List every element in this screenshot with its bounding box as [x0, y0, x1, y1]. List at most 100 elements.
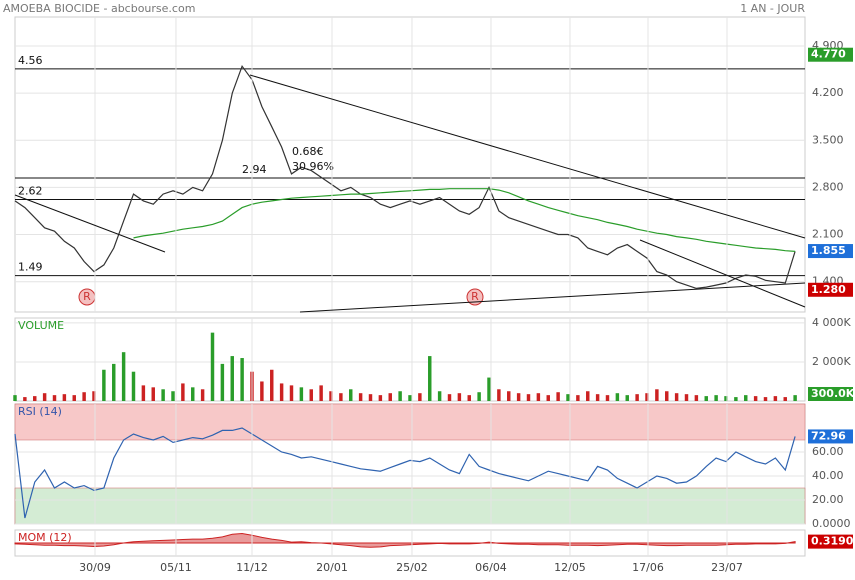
- volume-bar: [556, 392, 560, 401]
- trend-line: [249, 74, 806, 239]
- zone: [14, 403, 806, 441]
- zone: [14, 487, 806, 525]
- volume-bar: [576, 395, 580, 401]
- trend-line: [14, 194, 166, 253]
- volume-bar: [151, 387, 155, 401]
- price-tag: [808, 244, 853, 259]
- y-tick-label: 2.100: [812, 228, 844, 241]
- volume-bar: [477, 392, 481, 401]
- volume-bar: [82, 392, 86, 401]
- x-tick-label: 20/01: [316, 561, 348, 574]
- x-tick-label: 17/06: [632, 561, 664, 574]
- price-tag-label: 72.96: [811, 429, 846, 442]
- volume-bar: [773, 396, 778, 401]
- x-tick-label: 23/07: [711, 561, 743, 574]
- volume-bar: [13, 395, 17, 401]
- volume-bar: [72, 395, 76, 401]
- volume-bar: [694, 395, 699, 401]
- volume-bar: [625, 395, 629, 401]
- volume-bar: [378, 395, 383, 401]
- panel-title: MOM (12): [18, 531, 72, 544]
- volume-bar: [388, 393, 392, 401]
- volume-bar: [358, 393, 363, 401]
- volume-bar: [753, 396, 758, 401]
- volume-bar: [240, 358, 244, 401]
- volume-bar: [684, 394, 689, 401]
- volume-bar: [744, 395, 748, 401]
- panel-title: RSI (14): [18, 405, 62, 418]
- volume-bar: [319, 385, 323, 401]
- volume-bar: [220, 363, 225, 401]
- price-tag: [808, 534, 853, 549]
- volume-bar: [408, 395, 412, 401]
- trend-line: [639, 239, 806, 308]
- volume-bar: [92, 391, 96, 401]
- volume-bar: [487, 377, 491, 401]
- volume-bar: [112, 363, 116, 401]
- x-tick-label: 05/11: [160, 561, 192, 574]
- volume-bar: [349, 389, 353, 401]
- volume-bar: [368, 394, 373, 401]
- event-marker: [466, 288, 484, 306]
- volume-bar: [52, 395, 57, 401]
- volume-bar: [605, 395, 610, 401]
- volume-bar: [615, 393, 620, 401]
- volume-bar: [23, 397, 27, 401]
- x-tick-label: 12/05: [554, 561, 586, 574]
- volume-bar: [309, 389, 313, 401]
- volume-bar: [270, 369, 274, 401]
- volume-bar: [121, 352, 126, 401]
- volume-bar: [526, 394, 531, 401]
- line-series: [14, 64, 796, 290]
- volume-bar: [516, 393, 521, 401]
- panel-title: VOLUME: [18, 319, 64, 332]
- period: 1 AN - JOUR: [740, 2, 805, 15]
- level-label: 2.62: [18, 185, 43, 198]
- x-tick-label: 06/04: [475, 561, 507, 574]
- y-tick-label: 20.00: [812, 493, 844, 506]
- annotation: 30.96%: [292, 160, 334, 173]
- volume-bar: [497, 389, 501, 401]
- price-tag-label: 1.280: [811, 283, 846, 296]
- level-label: 1.49: [18, 261, 43, 274]
- volume-bar: [299, 387, 304, 401]
- x-tick-label: 25/02: [396, 561, 428, 574]
- volume-bar: [161, 389, 165, 401]
- volume-bar: [763, 397, 768, 401]
- volume-bar: [536, 393, 541, 401]
- volume-bar: [230, 356, 234, 401]
- price-tag: [808, 387, 853, 401]
- volume-bar: [674, 393, 679, 401]
- y-tick-label: 4 000K: [812, 316, 851, 329]
- volume-bar: [595, 394, 600, 401]
- volume-bar: [398, 391, 402, 401]
- volume-bar: [586, 391, 590, 401]
- volume-bar: [339, 393, 343, 401]
- volume-bar: [418, 393, 422, 401]
- volume-bar: [704, 396, 708, 401]
- y-tick-label: 3.500: [812, 133, 844, 146]
- price-tag-label: 4.770: [811, 48, 846, 61]
- volume-bar: [279, 383, 284, 401]
- volume-bar: [141, 385, 146, 401]
- volume-bar: [546, 395, 550, 401]
- y-tick-label: 60.00: [812, 445, 844, 458]
- price-tag-label: 300.0K: [811, 387, 855, 400]
- volume-bar: [714, 395, 718, 401]
- volume-bar: [260, 381, 264, 401]
- volume-bar: [171, 391, 175, 401]
- volume-bar: [645, 393, 649, 401]
- x-tick-label: 11/12: [236, 561, 268, 574]
- level-label: 4.56: [18, 54, 43, 67]
- volume-bar: [655, 389, 659, 401]
- volume-bar: [665, 391, 669, 401]
- volume-bar: [437, 391, 442, 401]
- page-title: AMOEBA BIOCIDE - abcbourse.com: [3, 2, 195, 15]
- volume-bar: [467, 395, 471, 401]
- volume-bar: [635, 394, 639, 401]
- volume-bar: [200, 389, 205, 401]
- x-tick-label: 30/09: [79, 561, 111, 574]
- volume-bar: [102, 369, 106, 401]
- panel: [14, 317, 806, 402]
